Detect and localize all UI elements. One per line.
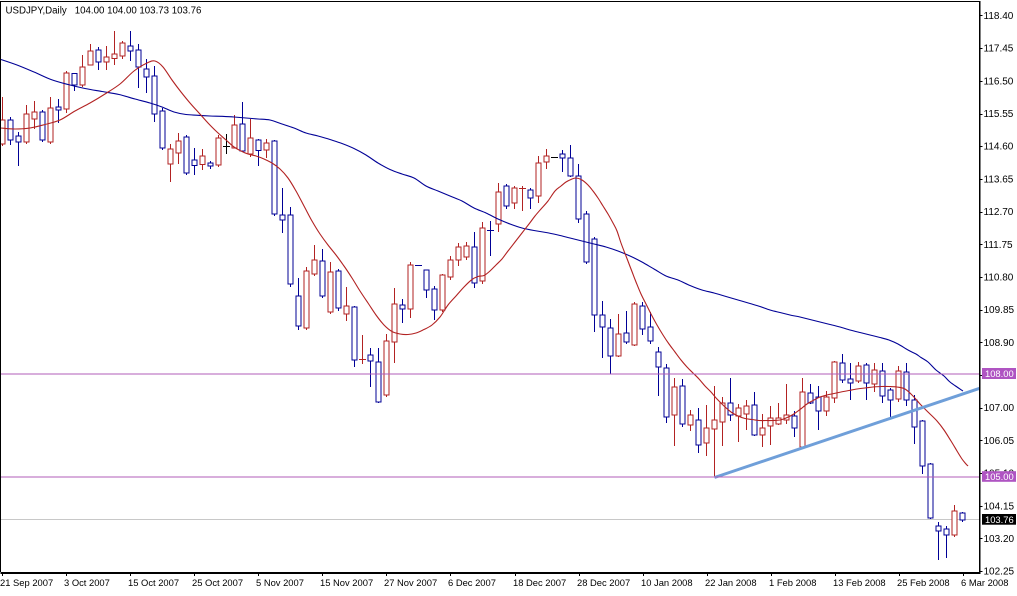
svg-text:6 Mar 2008: 6 Mar 2008 — [961, 577, 1008, 588]
svg-text:1 Feb 2008: 1 Feb 2008 — [769, 577, 816, 588]
svg-text:108.00: 108.00 — [985, 368, 1014, 379]
svg-text:106.05: 106.05 — [984, 436, 1015, 447]
svg-text:108.90: 108.90 — [984, 338, 1015, 349]
svg-text:109.85: 109.85 — [984, 305, 1015, 316]
svg-text:25 Oct 2007: 25 Oct 2007 — [192, 577, 243, 588]
svg-text:22 Jan 2008: 22 Jan 2008 — [705, 577, 757, 588]
svg-text:25 Feb 2008: 25 Feb 2008 — [897, 577, 950, 588]
svg-text:5 Nov 2007: 5 Nov 2007 — [256, 577, 304, 588]
svg-text:104.15: 104.15 — [984, 501, 1015, 512]
svg-text:113.65: 113.65 — [984, 174, 1014, 185]
svg-text:107.00: 107.00 — [984, 403, 1015, 414]
svg-text:6 Dec 2007: 6 Dec 2007 — [448, 577, 496, 588]
svg-text:110.80: 110.80 — [984, 273, 1014, 284]
svg-text:USDJPY,Daily 104.00 104.00 1: USDJPY,Daily 104.00 104.00 103.73 103.76 — [6, 5, 202, 16]
svg-text:111.75: 111.75 — [984, 240, 1014, 251]
svg-text:105.00: 105.00 — [985, 471, 1014, 482]
svg-text:28 Dec 2007: 28 Dec 2007 — [577, 577, 630, 588]
svg-text:116.50: 116.50 — [984, 76, 1014, 87]
svg-text:13 Feb 2008: 13 Feb 2008 — [833, 577, 886, 588]
svg-text:21 Sep 2007: 21 Sep 2007 — [0, 577, 53, 588]
svg-text:18 Dec 2007: 18 Dec 2007 — [513, 577, 566, 588]
svg-text:112.70: 112.70 — [984, 207, 1014, 218]
svg-text:27 Nov 2007: 27 Nov 2007 — [384, 577, 437, 588]
svg-text:15 Nov 2007: 15 Nov 2007 — [320, 577, 373, 588]
svg-text:115.55: 115.55 — [984, 109, 1014, 120]
svg-text:10 Jan 2008: 10 Jan 2008 — [641, 577, 693, 588]
svg-text:3 Oct 2007: 3 Oct 2007 — [64, 577, 110, 588]
svg-text:103.76: 103.76 — [985, 514, 1014, 525]
svg-text:117.45: 117.45 — [984, 44, 1014, 55]
svg-text:103.20: 103.20 — [984, 534, 1015, 545]
svg-text:118.40: 118.40 — [984, 11, 1014, 22]
svg-text:102.25: 102.25 — [984, 567, 1015, 578]
svg-text:15 Oct 2007: 15 Oct 2007 — [128, 577, 179, 588]
svg-text:114.60: 114.60 — [984, 142, 1014, 153]
